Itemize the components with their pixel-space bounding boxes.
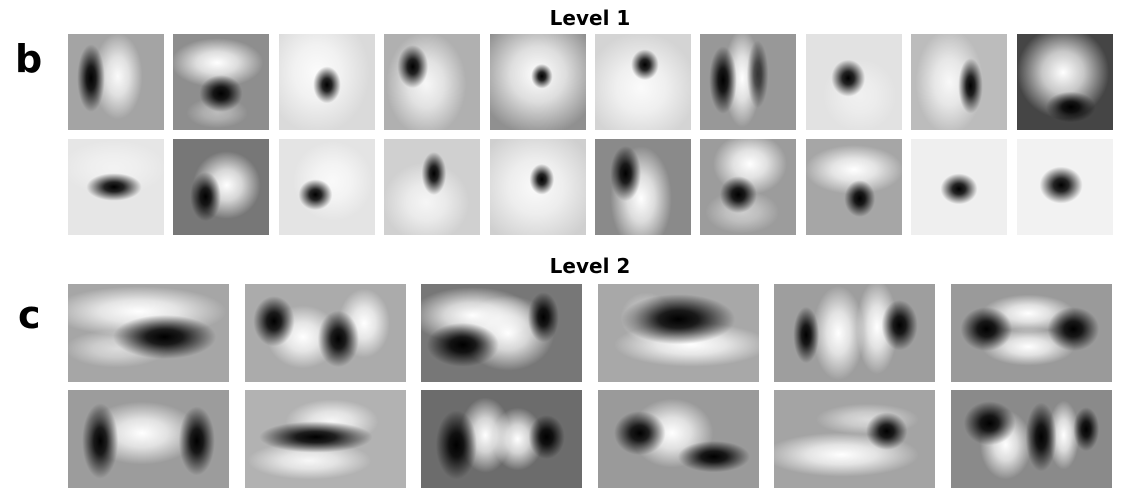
filter-tile-b-r2-c1 <box>68 139 164 235</box>
dark-blob <box>77 44 105 112</box>
dark-blob <box>614 411 666 456</box>
filter-tile-c-r2-c4 <box>598 390 759 488</box>
light-blob <box>93 34 143 120</box>
light-blob <box>856 284 898 375</box>
filter-tile-c-r1-c6 <box>951 284 1112 382</box>
dark-blob <box>86 173 142 201</box>
dark-blob <box>199 75 243 112</box>
dark-blob <box>677 440 750 473</box>
filter-tile-b-r2-c8 <box>806 139 902 235</box>
filter-tile-b-r1-c10 <box>1017 34 1113 130</box>
dark-blob <box>178 406 215 476</box>
filter-tile-b-r2-c2 <box>173 139 269 235</box>
dark-blob <box>610 145 642 202</box>
filter-tile-b-r2-c5 <box>490 139 586 235</box>
dark-blob <box>1047 307 1100 352</box>
dark-blob <box>746 40 769 109</box>
dark-blob <box>313 66 341 104</box>
dark-blob <box>259 421 373 453</box>
dark-blob <box>1025 402 1057 472</box>
panel-c-title: Level 2 <box>549 254 631 278</box>
panel-b-letter: b <box>15 37 43 81</box>
light-blob <box>1048 400 1080 470</box>
filter-tile-b-r2-c4 <box>384 139 480 235</box>
dark-blob <box>113 314 217 359</box>
filter-tile-b-r1-c4 <box>384 34 480 130</box>
light-blob <box>173 38 264 88</box>
filter-tile-b-r1-c9 <box>911 34 1007 130</box>
filter-tile-c-r1-c3 <box>421 284 582 382</box>
filter-tile-c-r1-c5 <box>774 284 935 382</box>
dark-blob <box>435 410 478 480</box>
dark-blob <box>960 307 1013 352</box>
light-blob <box>812 285 865 381</box>
filter-tile-c-r1-c1 <box>68 284 229 382</box>
dark-blob <box>528 415 565 459</box>
dark-blob <box>253 296 295 347</box>
filter-tile-c-r2-c1 <box>68 390 229 488</box>
filter-tile-c-r2-c5 <box>774 390 935 488</box>
filter-tile-b-r2-c3 <box>279 139 375 235</box>
filter-tile-b-r1-c3 <box>279 34 375 130</box>
filter-tile-b-r1-c2 <box>173 34 269 130</box>
dark-blob <box>709 46 737 114</box>
light-blob <box>595 34 691 130</box>
filter-tile-b-r1-c6 <box>595 34 691 130</box>
dark-blob <box>940 173 978 205</box>
light-blob <box>806 145 902 195</box>
dark-blob <box>719 176 757 214</box>
dark-blob <box>82 403 119 479</box>
filter-tile-b-r1-c8 <box>806 34 902 130</box>
panel-c-letter: c <box>18 293 41 337</box>
dark-blob <box>190 172 221 222</box>
filter-tile-c-r1-c4 <box>598 284 759 382</box>
filter-tile-b-r1-c1 <box>68 34 164 130</box>
dark-blob <box>1046 91 1096 123</box>
dark-blob <box>421 152 447 196</box>
dark-blob <box>958 58 983 114</box>
dark-blob <box>529 163 555 195</box>
dark-blob <box>963 401 1016 446</box>
dark-blob <box>1039 166 1083 204</box>
filter-tile-c-r2-c6 <box>951 390 1112 488</box>
dark-blob <box>397 45 429 89</box>
dark-blob <box>631 49 659 81</box>
filter-tile-c-r2-c3 <box>421 390 582 488</box>
dark-blob <box>621 294 736 345</box>
filter-tile-b-r1-c5 <box>490 34 586 130</box>
dark-blob <box>317 310 359 368</box>
dark-blob <box>527 292 559 343</box>
filter-tile-b-r2-c6 <box>595 139 691 235</box>
dark-blob <box>426 322 499 367</box>
filter-tile-c-r2-c2 <box>245 390 406 488</box>
light-blob <box>491 407 544 471</box>
dark-blob <box>844 180 876 217</box>
filter-tile-b-r2-c7 <box>700 139 796 235</box>
dark-blob <box>881 300 918 351</box>
dark-blob <box>831 59 866 97</box>
light-blob <box>384 162 470 235</box>
dark-blob <box>793 306 820 364</box>
dark-blob <box>531 63 553 89</box>
filter-tile-b-r1-c7 <box>700 34 796 130</box>
light-blob <box>386 34 467 130</box>
panel-b-title: Level 1 <box>549 6 631 30</box>
light-blob <box>292 141 373 222</box>
dark-blob <box>298 179 333 211</box>
filter-tile-c-r1-c2 <box>245 284 406 382</box>
filter-tile-b-r2-c9 <box>911 139 1007 235</box>
dark-blob <box>866 412 908 450</box>
dark-blob <box>1073 407 1100 452</box>
filter-tile-b-r2-c10 <box>1017 139 1113 235</box>
